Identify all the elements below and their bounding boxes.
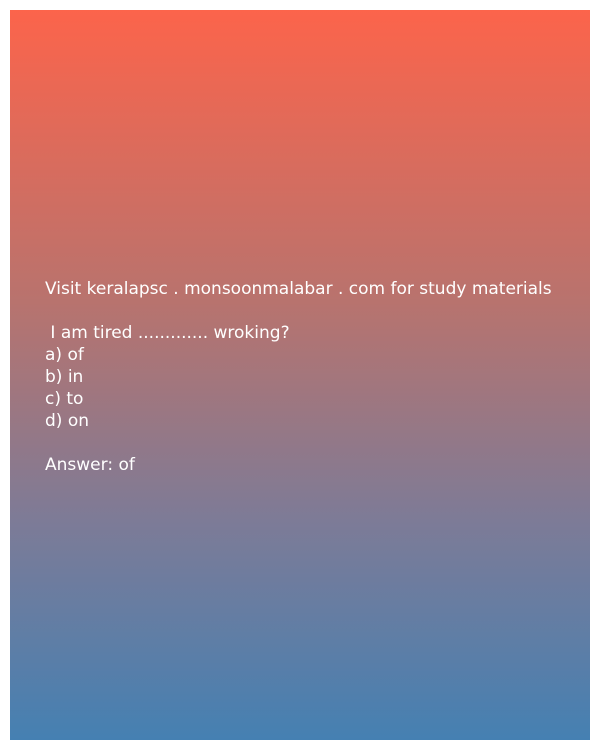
question-content: Visit keralapsc . monsoonmalabar . com f… <box>45 278 585 476</box>
promo-text: Visit keralapsc . monsoonmalabar . com f… <box>45 279 552 299</box>
option-c: c) to <box>45 389 84 409</box>
option-d: d) on <box>45 411 90 431</box>
option-a: a) of <box>45 345 84 365</box>
spacer <box>45 300 585 322</box>
spacer <box>45 432 585 454</box>
question-text: I am tired ............. wroking? <box>45 323 290 343</box>
option-b: b) in <box>45 367 84 387</box>
answer-text: Answer: of <box>45 455 135 475</box>
question-card: Visit keralapsc . monsoonmalabar . com f… <box>10 10 590 740</box>
